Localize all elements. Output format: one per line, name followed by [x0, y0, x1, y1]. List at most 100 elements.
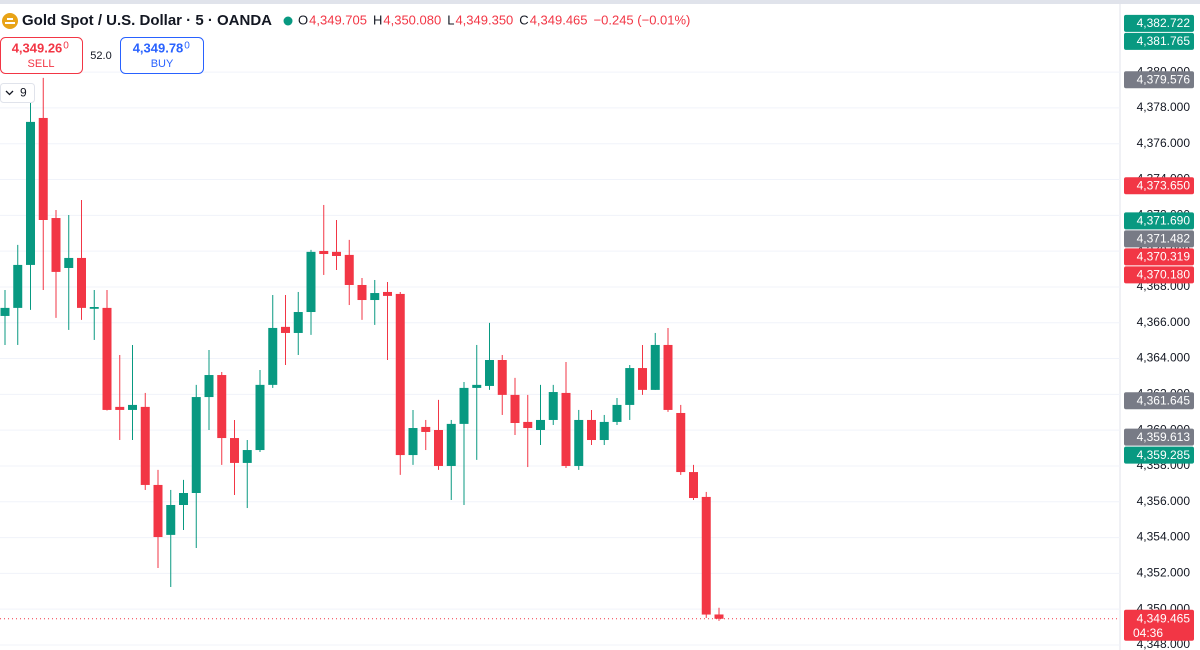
change: −0.245 (−0.01%) [594, 12, 691, 27]
sell-pip: 0 [63, 41, 69, 52]
candle-body [332, 251, 341, 256]
candle-body [625, 368, 635, 405]
candle-body [293, 312, 303, 333]
price-badge [1124, 71, 1194, 89]
price-badge [1124, 32, 1194, 50]
candle-body [485, 359, 494, 386]
candle-body [102, 307, 112, 410]
candle-body [510, 394, 520, 424]
price-badge [1124, 212, 1194, 230]
price-badge [1124, 392, 1194, 410]
candle-body [383, 291, 392, 296]
sell-button[interactable] [0, 37, 83, 74]
candle-body [357, 284, 367, 301]
candle-body [255, 384, 265, 451]
y-tick-label: 4,366.000 [1137, 315, 1191, 329]
candle-body [13, 264, 23, 308]
y-tick-label: 4,376.000 [1137, 136, 1191, 150]
chevron-icon [5, 90, 14, 96]
price-badge [1124, 177, 1194, 195]
candle-body [281, 326, 290, 333]
ohlc-key: O [298, 12, 308, 27]
price-badge-label: 4,361.645 [1137, 393, 1191, 407]
candle-body [230, 438, 239, 463]
candle-body [217, 375, 227, 439]
candle-body [179, 493, 188, 505]
current-price-badge [1124, 609, 1194, 641]
candle-body [191, 397, 201, 494]
candle-body [714, 614, 724, 619]
symbol-icon [2, 13, 18, 29]
candle-body [650, 344, 660, 390]
candle-body [77, 257, 86, 308]
price-badge [1124, 230, 1194, 248]
candle-body [306, 251, 316, 313]
y-tick-label: 4,356.000 [1137, 494, 1191, 508]
candle-body [51, 218, 61, 272]
candle-body [689, 472, 698, 499]
candle-body [523, 421, 533, 429]
candle-body [676, 412, 686, 473]
price-badge-label: 4,371.482 [1137, 232, 1191, 246]
top-border [0, 0, 1200, 4]
candle-body [548, 392, 558, 420]
current-price-label: 4,349.465 [1137, 611, 1191, 625]
chart-title: Gold Spot / U.S. Dollar · 5 · OANDA [22, 12, 272, 29]
market-status [283, 16, 293, 26]
candle-body [242, 450, 252, 463]
price-badge-label: 4,370.180 [1137, 268, 1191, 282]
candle-body [599, 421, 609, 441]
candle-body [408, 428, 418, 456]
price-axis: 4,348.0004,350.0004,352.0004,354.0004,35… [1124, 14, 1194, 650]
candle-body [115, 406, 125, 410]
price-badge-label: 4,379.576 [1137, 72, 1191, 86]
buy-button[interactable] [120, 37, 204, 74]
sell-price: 4,349.26 [12, 40, 63, 55]
price-badge-label: 4,371.690 [1137, 214, 1191, 228]
candle-body [344, 254, 354, 285]
candle-body [434, 429, 443, 466]
indicators-toggle[interactable] [0, 83, 35, 103]
price-badge [1124, 248, 1194, 266]
buy-pip: 0 [184, 41, 190, 52]
price-badge-label: 4,373.650 [1137, 178, 1191, 192]
candle-body [472, 384, 482, 388]
candle-body [638, 368, 647, 390]
buy-label: BUY [151, 58, 174, 70]
ohlc-value: 4,349.705 [309, 12, 367, 27]
ohlc-key: C [519, 12, 528, 27]
candle-body [64, 257, 74, 268]
spread: 52.0 [90, 50, 111, 62]
candle-body [319, 250, 329, 255]
ohlc-value: 4,350.080 [383, 12, 441, 27]
candle-body [497, 359, 507, 395]
candles [0, 77, 1120, 621]
candle-body [166, 504, 176, 535]
candle-body [663, 344, 673, 410]
candle-body [459, 387, 469, 424]
candle-body [701, 496, 711, 615]
buy-price: 4,349.78 [133, 40, 184, 55]
y-tick-label: 4,378.000 [1137, 100, 1191, 114]
countdown: 04:36 [1133, 626, 1163, 640]
price-badge [1124, 266, 1194, 284]
ohlc-key: H [373, 12, 382, 27]
ohlc-value: 4,349.465 [530, 12, 588, 27]
candle-body [140, 406, 150, 485]
price-badge [1124, 14, 1194, 32]
candle-body [128, 404, 137, 410]
candle-body [574, 419, 584, 466]
price-badge [1124, 446, 1194, 464]
symbol-icon-mark [5, 18, 15, 24]
indicator-count: 9 [20, 86, 27, 100]
candle-body [268, 327, 278, 385]
price-badge-label: 4,359.613 [1137, 430, 1191, 444]
candle-body [587, 419, 596, 441]
price-badge-label: 4,359.285 [1137, 448, 1191, 462]
candle-body [395, 293, 405, 456]
candle-body [26, 121, 35, 265]
